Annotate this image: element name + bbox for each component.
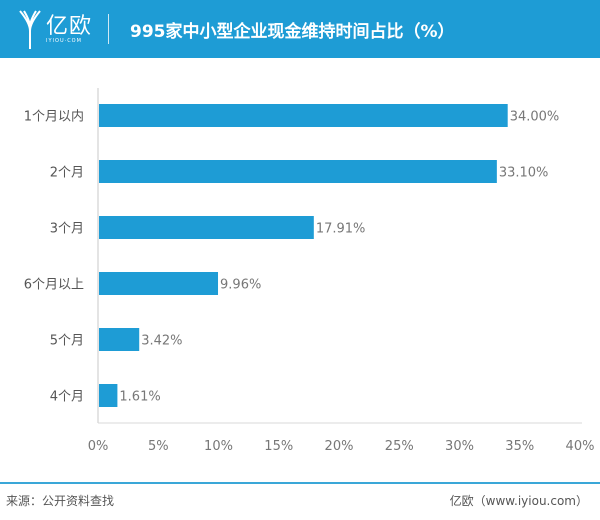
x-tick-label: 20% [325, 439, 354, 454]
category-label: 4个月 [50, 390, 84, 405]
x-tick-label: 40% [566, 439, 595, 454]
bar-chart: 0% 5% 10% 15% 20% 25% 30% 35% 40% 1个月以内 34.00% 2个月… [24, 88, 595, 454]
header-banner: 亿欧 IYIOU·COM 995家中小型企业现金维持时间占比（%） [0, 0, 600, 58]
data-label: 3.42% [141, 334, 182, 349]
x-tick-label: 5% [148, 439, 169, 454]
footer-divider [0, 482, 600, 484]
category-label: 5个月 [50, 334, 84, 349]
data-label: 34.00% [510, 110, 560, 125]
x-tick-label: 15% [264, 439, 293, 454]
data-label: 33.10% [499, 166, 549, 181]
credit-note: 亿欧（www.iyiou.com） [449, 494, 588, 508]
logo-text: 亿欧 [46, 14, 93, 39]
header-divider [108, 14, 109, 44]
data-label: 9.96% [220, 278, 261, 293]
bar [99, 384, 118, 407]
logo-subtext: IYIOU·COM [46, 38, 82, 44]
category-label: 1个月以内 [24, 109, 84, 125]
bar [99, 272, 219, 295]
bar [99, 216, 314, 239]
category-label: 6个月以上 [24, 278, 84, 293]
chart-title: 995家中小型企业现金维持时间占比（%） [130, 22, 455, 42]
x-tick-label: 30% [445, 439, 474, 454]
x-tick-label: 35% [505, 439, 534, 454]
x-tick-label: 25% [385, 439, 414, 454]
bar [99, 104, 508, 127]
x-tick-label: 0% [88, 439, 109, 454]
data-label: 1.61% [119, 390, 160, 405]
x-tick-label: 10% [204, 439, 233, 454]
bar [99, 328, 140, 351]
bar [99, 160, 497, 183]
iyiou-logo-icon [19, 10, 41, 49]
source-note: 来源：公开资料查找 [6, 494, 115, 508]
data-label: 17.91% [316, 222, 366, 237]
category-label: 2个月 [50, 166, 84, 181]
category-label: 3个月 [50, 222, 84, 237]
